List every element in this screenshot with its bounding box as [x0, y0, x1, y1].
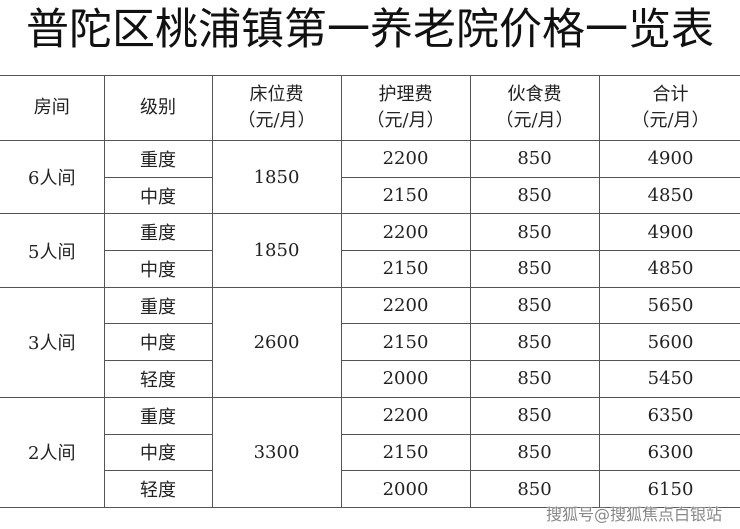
- level-cell: 中度: [104, 323, 213, 362]
- bed-fee-cell: 1850: [211, 213, 342, 288]
- room-cell: 2人间: [0, 396, 105, 508]
- bed-fee-cell: 3300: [211, 396, 342, 508]
- total-cell: 6350: [598, 396, 740, 435]
- header-unit: （元/月）: [366, 110, 445, 131]
- care-fee-cell: 2150: [340, 433, 471, 472]
- food-fee-cell: 850: [469, 176, 600, 215]
- header-unit: （元/月）: [495, 110, 574, 131]
- table-row: 中度 2150 850 5600: [0, 323, 740, 362]
- food-fee-cell: 850: [469, 140, 600, 178]
- level-cell: 重度: [103, 140, 213, 178]
- header-label: 级别: [140, 97, 176, 118]
- care-fee-cell: 2150: [340, 250, 471, 288]
- level-cell: 重度: [103, 213, 213, 252]
- page-title: 普陀区桃浦镇第一养老院价格一览表: [26, 5, 714, 55]
- bed-fee-cell: 2600: [211, 286, 342, 398]
- header-unit: （元/月）: [631, 110, 710, 131]
- room-cell: 5人间: [0, 213, 105, 288]
- level-cell: 轻度: [104, 360, 213, 398]
- room-cell: 3人间: [0, 286, 105, 398]
- food-fee-cell: 850: [469, 433, 600, 472]
- room-cell: 6人间: [0, 139, 105, 215]
- header-label: 伙食费: [507, 84, 562, 105]
- food-fee-cell: 850: [469, 250, 600, 288]
- total-cell: 4850: [598, 250, 740, 288]
- care-fee-cell: 2200: [340, 396, 471, 435]
- food-fee-cell: 850: [469, 323, 600, 362]
- header-label: 房间: [33, 97, 70, 118]
- level-cell: 中度: [104, 433, 213, 472]
- total-cell: 4900: [598, 213, 740, 252]
- care-fee-cell: 2150: [340, 323, 471, 362]
- food-fee-cell: 850: [469, 213, 600, 252]
- level-cell: 轻度: [104, 470, 213, 508]
- header-label: 合计: [652, 84, 689, 105]
- watermark: 搜狐号@搜狐焦点白银站: [545, 505, 722, 524]
- total-cell: 6150: [598, 470, 740, 508]
- header-unit: （元/月）: [237, 110, 316, 131]
- table-row: 中度 2150 850 4850: [0, 250, 740, 288]
- care-fee-cell: 2000: [340, 360, 471, 398]
- table-row: 3人间 重度 2600 2200 850 5650: [0, 286, 740, 398]
- total-cell: 4900: [598, 140, 740, 178]
- column-header: 级别: [103, 75, 213, 141]
- level-cell: 重度: [103, 286, 213, 325]
- total-cell: 5600: [598, 323, 740, 362]
- header-label: 护理费: [378, 84, 433, 105]
- level-cell: 中度: [104, 250, 213, 288]
- total-cell: 6300: [598, 433, 740, 472]
- column-header: 床位费 （元/月）: [211, 75, 342, 141]
- level-cell: 中度: [104, 176, 213, 215]
- column-header: 伙食费 （元/月）: [469, 75, 600, 141]
- total-cell: 5650: [598, 286, 740, 325]
- table-row: 5人间 重度 1850 2200 850 4900: [0, 213, 740, 288]
- table-row: 6人间 重度 1850 2200 850 4900: [0, 139, 740, 215]
- table-row: 轻度 2000 850 6150: [0, 470, 740, 508]
- table-row: 中度 2150 850 4850: [0, 176, 740, 215]
- total-cell: 5450: [598, 360, 740, 398]
- food-fee-cell: 850: [469, 470, 600, 508]
- column-header: 房间: [0, 75, 105, 141]
- column-header: 合计 （元/月）: [598, 75, 740, 141]
- level-cell: 重度: [103, 396, 213, 435]
- bed-fee-cell: 1850: [211, 139, 342, 215]
- care-fee-cell: 2200: [340, 140, 471, 178]
- food-fee-cell: 850: [469, 396, 600, 435]
- table-row: 2人间 重度 3300 2200 850 6350: [0, 396, 740, 508]
- food-fee-cell: 850: [469, 360, 600, 398]
- care-fee-cell: 2200: [340, 213, 471, 252]
- total-cell: 4850: [598, 176, 740, 215]
- column-header: 护理费 （元/月）: [340, 75, 471, 141]
- table-row: 中度 2150 850 6300: [0, 433, 740, 472]
- price-table: 房间 级别 床位费 （元/月） 护理费 （元/月） 伙食费 （元/月） 合计 （元/月） 6人间重…: [0, 75, 740, 508]
- care-fee-cell: 2150: [340, 176, 471, 215]
- care-fee-cell: 2200: [340, 286, 471, 325]
- care-fee-cell: 2000: [340, 470, 471, 508]
- table-row: 轻度 2000 850 5450: [0, 360, 740, 398]
- header-label: 床位费: [249, 84, 304, 105]
- food-fee-cell: 850: [469, 286, 600, 325]
